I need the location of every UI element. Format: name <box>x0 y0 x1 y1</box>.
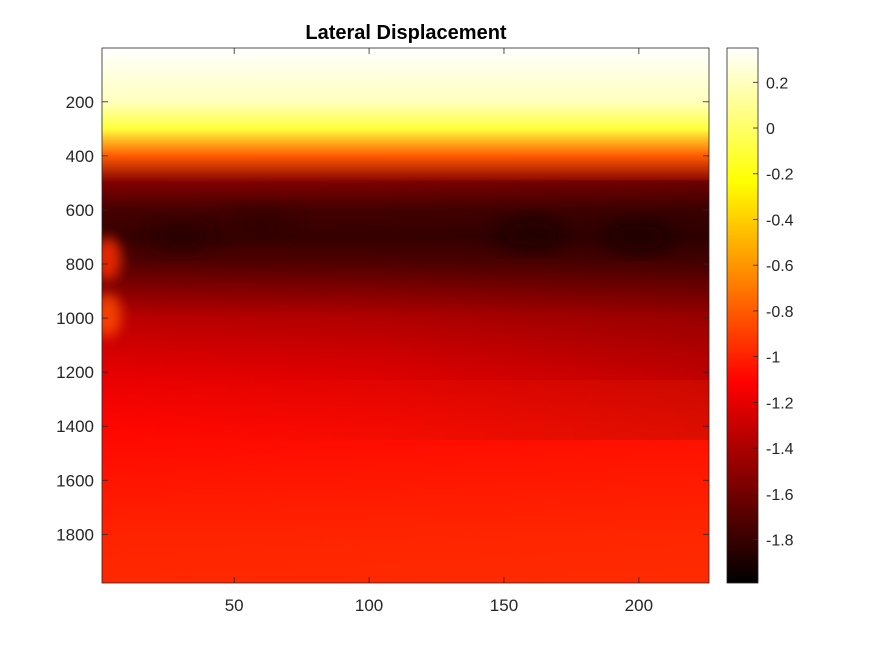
x-tick-label: 200 <box>625 596 653 615</box>
colorbar-tick-label: -0.2 <box>766 167 794 184</box>
y-tick-label: 200 <box>66 93 94 112</box>
x-axis: 50 100 150 200 <box>225 48 653 615</box>
colorbar-tick-label: -0.4 <box>766 212 794 229</box>
y-axis: 200 400 600 800 1000 1200 1400 1600 1800 <box>56 93 709 544</box>
colorbar-tick-label: -0.8 <box>766 304 794 321</box>
heatmap-feature-4 <box>496 222 565 247</box>
y-tick-label: 1800 <box>56 525 94 544</box>
colorbar-tick-label: -1.4 <box>766 441 794 458</box>
colorbar-tick-label: -1.6 <box>766 487 794 504</box>
y-tick-label: 1600 <box>56 471 94 490</box>
heatmap-feature-2 <box>146 224 215 249</box>
colorbar-tick-label: -0.6 <box>766 258 794 275</box>
y-tick-label: 400 <box>66 147 94 166</box>
heatmap-feature-1 <box>102 293 122 338</box>
colorbar-frame <box>726 47 759 584</box>
chart-title: Lateral Displacement <box>305 22 507 44</box>
y-tick-label: 1200 <box>56 363 94 382</box>
plot-area <box>102 48 709 583</box>
heatmap-features <box>102 211 673 338</box>
x-tick-label: 100 <box>355 596 383 615</box>
colorbar <box>727 48 758 583</box>
x-tick-label: 150 <box>490 596 518 615</box>
y-tick-label: 800 <box>66 255 94 274</box>
colorbar-tick-label: -1.8 <box>766 533 794 550</box>
x-tick-label: 50 <box>225 596 244 615</box>
colorbar-tick-label: 0 <box>766 121 775 138</box>
heatmap-feature-3 <box>227 211 296 236</box>
y-tick-label: 600 <box>66 201 94 220</box>
colorbar-tick-label: -1.2 <box>766 395 794 412</box>
heatmap-feature-0 <box>102 236 122 281</box>
plot-frame <box>101 47 710 584</box>
colorbar-tick-label: 0.2 <box>766 75 788 92</box>
heatmap-feature-5 <box>604 224 673 249</box>
heatmap-lower-right-shading <box>102 380 709 583</box>
colorbar-ticks: 0.2 0 -0.2 -0.4 -0.6 -0.8 -1 -1.2 -1.4 -1.6 -1.8 <box>753 75 794 550</box>
y-tick-label: 1000 <box>56 309 94 328</box>
colorbar-tick-label: -1 <box>766 350 780 367</box>
y-tick-label: 1400 <box>56 417 94 436</box>
